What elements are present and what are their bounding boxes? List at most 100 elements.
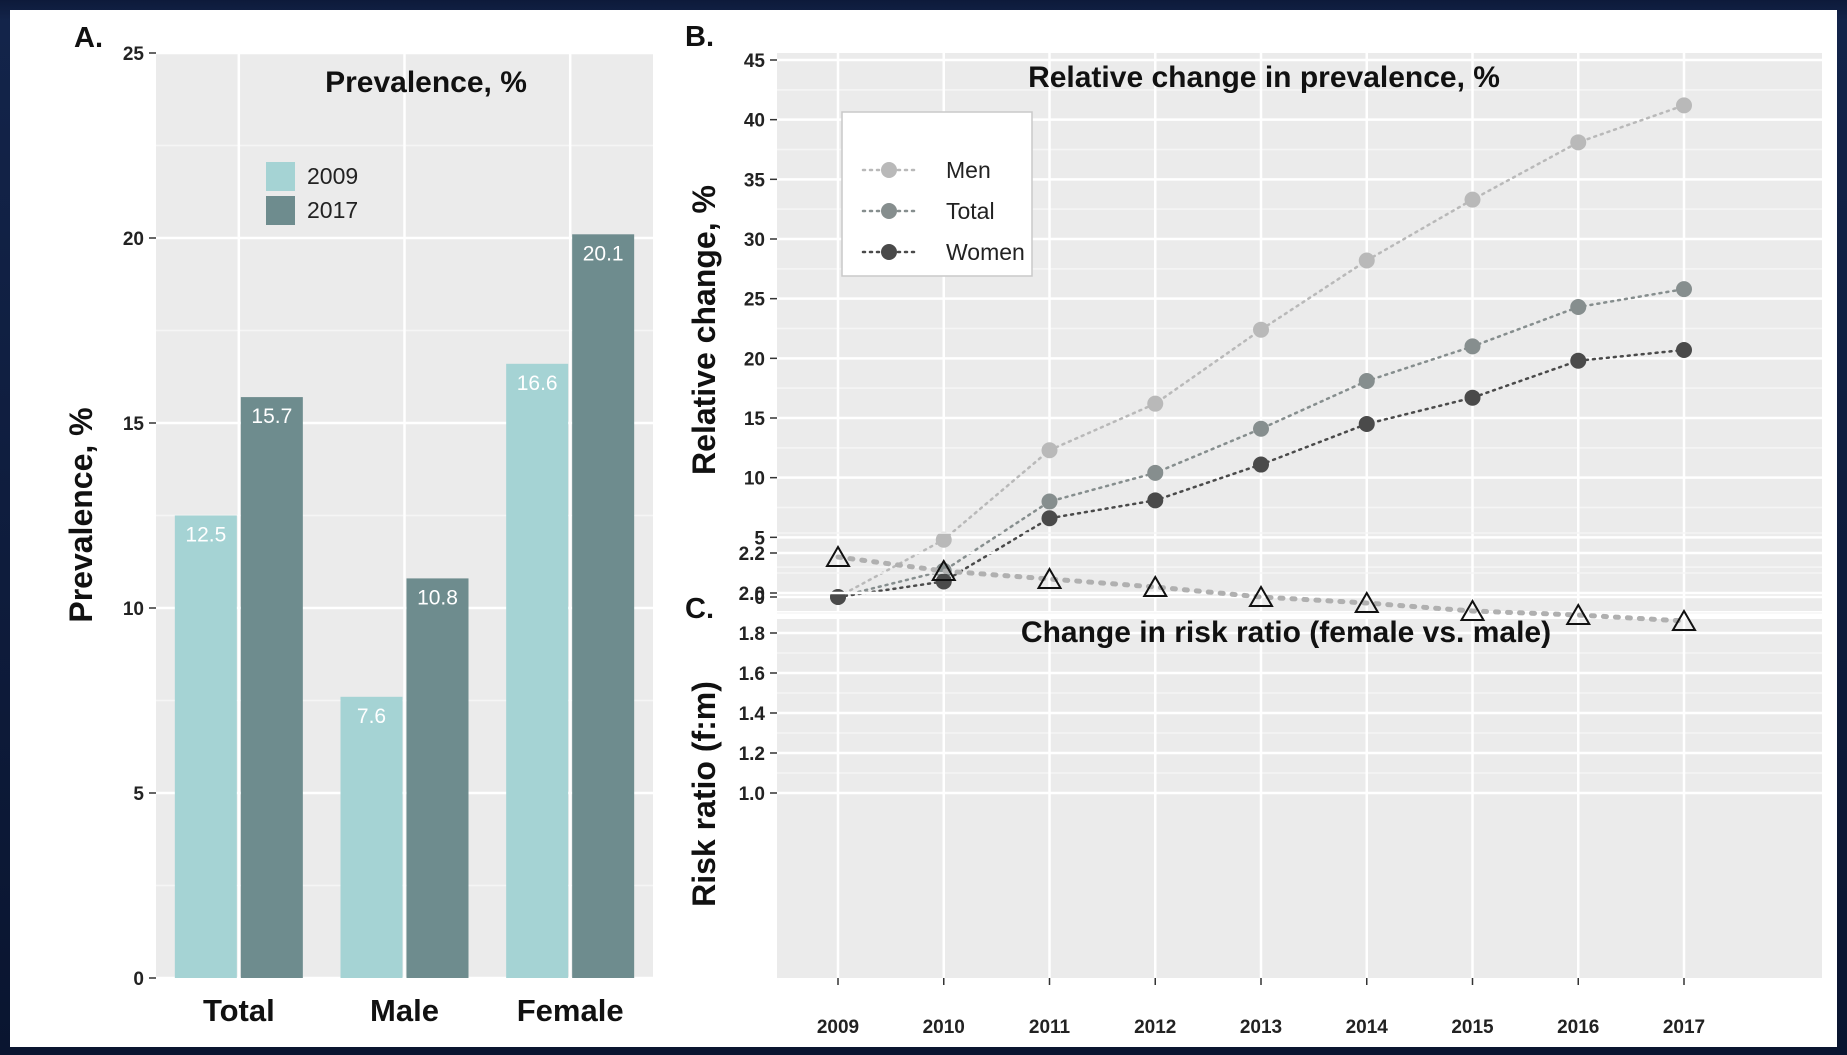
plot-c-series	[825, 545, 1697, 631]
data-point-men	[1358, 252, 1375, 269]
risk-ratio-point	[1036, 567, 1063, 589]
chart-a-title: Prevalence, %	[325, 66, 527, 99]
data-point-total	[1358, 373, 1375, 390]
risk-ratio-point	[1354, 591, 1380, 613]
legend-key-point	[881, 244, 897, 260]
legend-label-men: Men	[946, 157, 991, 183]
y-tick-label: 15	[744, 409, 766, 430]
plot-b-gridlines	[777, 53, 1822, 611]
legend-label-total: Total	[946, 198, 995, 224]
y-tick-label: 10	[123, 599, 144, 620]
bar-2009-female	[506, 363, 569, 978]
chart-c-title: Change in risk ratio (female vs. male)	[1021, 616, 1551, 649]
data-point-men	[1147, 395, 1164, 412]
data-point-women	[1358, 415, 1375, 432]
data-point-men	[1676, 97, 1692, 114]
data-point-men	[1570, 134, 1587, 151]
plot-a-x-ticks: Total Male Female	[203, 993, 624, 1028]
legend-key-point	[881, 203, 897, 219]
y-tick-label: 2.0	[739, 584, 765, 605]
data-point-total	[1147, 464, 1164, 481]
plot-c-gridlines	[777, 532, 1822, 978]
risk-ratio-point	[1142, 575, 1168, 597]
bar-value-label: 20.1	[583, 242, 624, 265]
legend-a-label-2009: 2009	[307, 163, 358, 189]
data-point-total	[1464, 338, 1481, 355]
chart-b-y-axis-label: Relative change, %	[686, 185, 722, 475]
legend-a-swatch-2017	[266, 196, 295, 225]
data-point-men	[1464, 191, 1481, 208]
legend-b-items: Men Total Women	[861, 157, 1025, 265]
plot-a-gridlines	[156, 51, 653, 980]
x-category-label: Male	[370, 993, 439, 1028]
bar-2017-total	[240, 397, 303, 979]
y-tick-label: 40	[744, 111, 765, 132]
bar-2009-total	[174, 515, 237, 978]
risk-ratio-point	[1565, 603, 1591, 625]
plot-c-x-ticks: 2009 2010 2011 2012 2013 2014 2015 2016 2017	[817, 978, 1705, 1038]
data-point-women	[1570, 352, 1587, 369]
data-point-women	[830, 589, 846, 605]
bar-2009-male	[340, 696, 403, 978]
chart-c: 1.01.21.41.61.82.02.2 2009 2010 2011 2012 20…	[685, 532, 1822, 1038]
data-point-total	[1570, 299, 1587, 316]
series-line-total	[836, 287, 1686, 599]
bar-value-label: 7.6	[357, 705, 386, 728]
figure: 0 5 10 15 20 25 12.5 15.7 7.6 10.8 16.6 20.1 Total…	[63, 21, 1822, 1038]
legend-key-point	[881, 162, 897, 178]
chart-a-y-axis-label: Prevalence, %	[63, 407, 99, 622]
data-point-women	[1464, 389, 1481, 406]
y-tick-label: 1.8	[739, 624, 765, 645]
legend-a-swatch-2009	[266, 162, 295, 191]
risk-ratio-point	[931, 559, 957, 581]
y-tick-label: 15	[123, 414, 145, 435]
x-tick-label: 2009	[817, 1017, 859, 1038]
bar-value-label: 12.5	[185, 524, 226, 547]
y-tick-label: 20	[744, 349, 765, 370]
chart-b: 0 5 10 15 20 25 30 35 40 45 B. Relative change in…	[685, 21, 1822, 611]
y-tick-label: 1.6	[739, 664, 765, 685]
y-tick-label: 30	[744, 230, 765, 251]
plot-a-bars: 12.5 15.7 7.6 10.8 16.6 20.1	[174, 234, 635, 979]
legend-b-box	[841, 111, 1033, 277]
data-point-total	[1676, 281, 1692, 298]
plot-c-background	[777, 619, 1822, 978]
y-tick-label: 5	[133, 784, 144, 805]
y-tick-label: 0	[133, 969, 144, 990]
data-point-total	[1253, 420, 1269, 437]
data-point-women	[1147, 492, 1164, 509]
data-point-total	[1041, 493, 1058, 510]
x-tick-label: 2017	[1663, 1017, 1705, 1038]
y-tick-label: 25	[744, 290, 766, 311]
plot-c-y-ticks: 1.0 1.2 1.4 1.6 1.8 2.0 2.2	[739, 544, 777, 805]
y-tick-label: 25	[123, 44, 145, 65]
panel-a-label: A.	[74, 22, 103, 54]
chart-b-legend: Men Total Women	[841, 111, 1033, 277]
y-tick-label: 35	[744, 170, 766, 191]
legend-label-women: Women	[946, 239, 1025, 265]
x-tick-label: 2012	[1134, 1017, 1176, 1038]
y-tick-label: 1.0	[739, 784, 765, 805]
chart-c-y-axis-label: Risk ratio (f:m)	[686, 681, 722, 907]
y-tick-label: 1.4	[739, 704, 766, 725]
x-tick-label: 2010	[923, 1017, 965, 1038]
x-category-label: Female	[517, 993, 624, 1028]
y-tick-label: 0	[754, 588, 765, 609]
risk-ratio-point	[825, 545, 851, 567]
bar-value-label: 16.6	[517, 372, 558, 395]
y-tick-label: 1.2	[739, 744, 765, 765]
x-tick-label: 2016	[1557, 1017, 1599, 1038]
bar-2017-female	[572, 234, 635, 979]
y-tick-label: 20	[123, 229, 144, 250]
figure-panel: 0 5 10 15 20 25 12.5 15.7 7.6 10.8 16.6 20.1 Total…	[10, 10, 1837, 1047]
data-point-women	[1253, 456, 1269, 473]
y-tick-label: 5	[754, 528, 765, 549]
y-tick-label: 10	[744, 469, 765, 490]
chart-b-title: Relative change in prevalence, %	[1028, 61, 1500, 94]
x-tick-label: 2013	[1240, 1017, 1282, 1038]
risk-ratio-point	[1459, 599, 1486, 621]
data-point-women	[935, 573, 952, 590]
data-point-men	[1253, 321, 1269, 338]
legend-a-label-2017: 2017	[307, 197, 358, 223]
